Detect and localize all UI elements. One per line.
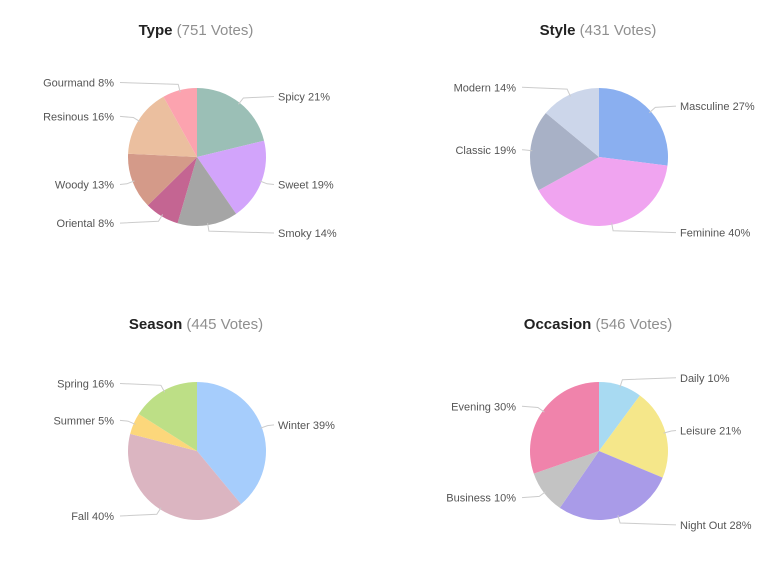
connector-line-winter [259, 424, 275, 429]
connector-line-spicy [238, 96, 275, 105]
slice-label-masculine: Masculine 27% [680, 101, 755, 113]
type-pie: Spicy 21% Sweet 19% Smoky 14% Oriental 8% Wo… [43, 78, 337, 241]
slice-label-daily: Daily 10% [680, 373, 730, 385]
connector-line-classic [521, 149, 533, 152]
style-pie: Masculine 27% Feminine 40% Classic 19% Mode… [454, 82, 755, 240]
connector-line-fall [119, 507, 162, 517]
connector-line-business [521, 491, 546, 499]
pie-slice-masculine[interactable] [599, 88, 669, 166]
pie-slice-spring[interactable] [138, 382, 197, 451]
slice-label-winter: Winter 39% [278, 420, 335, 432]
pie-slice-resinous[interactable] [128, 96, 197, 157]
pie-slice-sweet[interactable] [197, 140, 266, 214]
connector-line-summer [119, 419, 136, 425]
connector-line-sweet [259, 180, 275, 185]
season-chart: Season (445 Votes) Winter 39% Fall 40% Sum… [0, 294, 392, 579]
chart-title: Season (445 Votes) [0, 316, 392, 333]
connector-line-woody [119, 180, 135, 185]
slice-label-resinous: Resinous 16% [43, 111, 114, 123]
pie-slice-leisure[interactable] [599, 395, 668, 478]
pie-slice-daily[interactable] [599, 382, 640, 451]
connector-line-smoky [207, 223, 275, 234]
pie-slice-woody[interactable] [128, 153, 197, 206]
pie-slice-evening[interactable] [529, 382, 599, 474]
chart-votes-count: (546 Votes) [595, 316, 673, 333]
slice-label-classic: Classic 19% [455, 145, 516, 157]
connector-line-spring [119, 383, 166, 393]
connector-line-masculine [648, 105, 677, 114]
slice-label-modern: Modern 14% [454, 82, 517, 94]
slice-label-evening: Evening 30% [451, 401, 516, 413]
pie-slice-smoky[interactable] [177, 157, 237, 227]
slice-label-spicy: Spicy 21% [278, 92, 330, 104]
connector-line-daily [619, 377, 677, 388]
pie-slice-modern[interactable] [545, 88, 599, 157]
chart-title: Occasion (546 Votes) [402, 316, 784, 333]
chart-title-text: Type [138, 22, 173, 39]
chart-title: Type (751 Votes) [0, 22, 392, 39]
connector-line-evening [521, 405, 545, 413]
slice-label-woody: Woody 13% [55, 180, 114, 192]
connector-line-gourmand [119, 82, 181, 93]
connector-line-leisure [663, 430, 677, 434]
slice-label-oriental: Oriental 8% [57, 218, 115, 230]
slice-label-business: Business 10% [446, 493, 516, 505]
connector-line-oriental [119, 214, 164, 224]
slice-label-fall: Fall 40% [71, 511, 114, 523]
connector-line-modern [521, 86, 571, 97]
pie-slice-oriental[interactable] [147, 157, 197, 224]
pie-slice-night-out[interactable] [559, 451, 663, 520]
occasion-chart: Occasion (546 Votes) Daily 10% Leisure 21… [402, 294, 784, 579]
chart-votes-count: (445 Votes) [186, 316, 264, 333]
chart-title-text: Season [128, 316, 183, 333]
slice-label-leisure: Leisure 21% [680, 426, 741, 438]
chart-votes-count: (751 Votes) [176, 22, 254, 39]
pie-slice-summer[interactable] [130, 414, 197, 451]
slice-label-gourmand: Gourmand 8% [43, 78, 114, 90]
connector-line-feminine [611, 222, 677, 234]
pie-slice-spicy[interactable] [197, 88, 265, 157]
pie-slice-classic[interactable] [529, 113, 599, 191]
slice-label-spring: Spring 16% [57, 379, 114, 391]
slice-label-summer: Summer 5% [53, 415, 114, 427]
pie-slice-gourmand[interactable] [163, 87, 197, 157]
chart-title-text: Style [539, 22, 576, 39]
pie-slice-business[interactable] [533, 451, 599, 508]
slice-label-night-out: Night Out 28% [680, 520, 752, 532]
chart-votes-count: (431 Votes) [579, 22, 657, 39]
chart-title-text: Occasion [523, 316, 592, 333]
pie-slice-feminine[interactable] [538, 157, 668, 227]
slice-label-feminine: Feminine 40% [680, 228, 751, 240]
occasion-pie: Daily 10% Leisure 21% Night Out 28% Busines… [446, 373, 752, 532]
pie-slice-winter[interactable] [197, 382, 267, 505]
type-chart: Type (751 Votes) Spicy 21% Sweet 19% Smoky… [0, 0, 392, 285]
chart-title: Style (431 Votes) [402, 22, 784, 39]
connector-line-night-out [617, 515, 677, 526]
slice-label-smoky: Smoky 14% [278, 228, 337, 240]
pie-slice-fall[interactable] [128, 433, 241, 521]
connector-line-resinous [119, 115, 141, 123]
slice-label-sweet: Sweet 19% [278, 180, 334, 192]
season-pie: Winter 39% Fall 40% Summer 5% Spring 16% [53, 379, 335, 524]
style-chart: Style (431 Votes) Masculine 27% Feminine … [402, 0, 784, 285]
